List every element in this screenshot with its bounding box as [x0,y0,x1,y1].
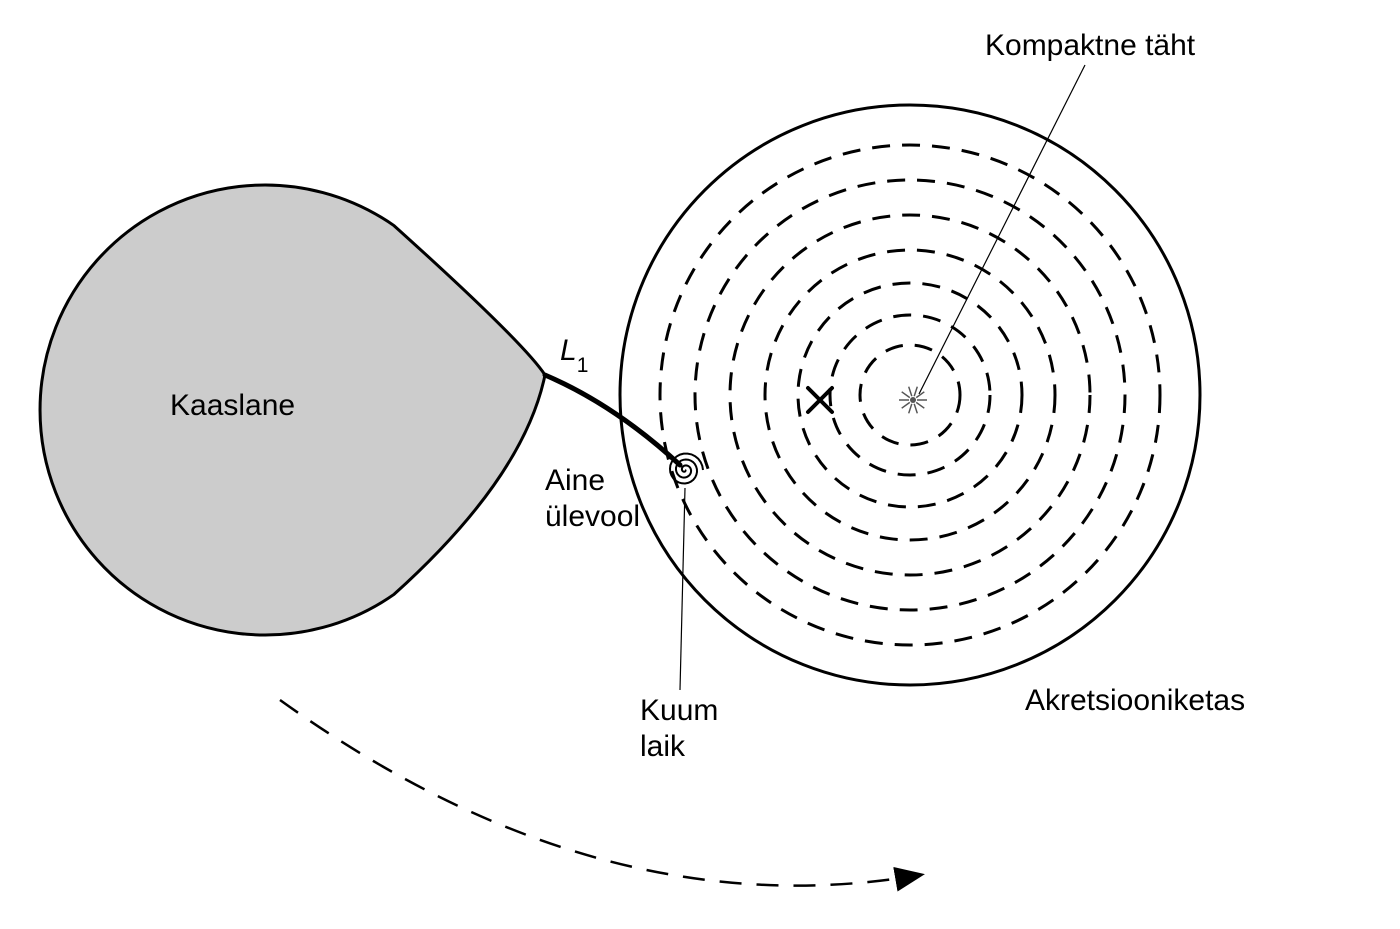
accretion-disk-ring-0 [660,145,1160,645]
companion-label: Kaaslane [170,389,295,422]
orbit-direction-arrow [280,700,920,886]
accretion-disk-ring-1 [695,180,1125,610]
stream-label-1: Aine [545,464,605,497]
stream-label-2: ülevool [545,500,640,533]
accretion-disk-outline [620,105,1200,685]
accretion-disk-ring-5 [830,315,990,475]
compact-star-label: Kompaktne täht [985,29,1196,62]
accretion-disk-ring-2 [730,215,1090,575]
hot-spot-spiral [670,454,703,484]
accretion-disk-ring-6 [860,345,960,445]
center-x-mark [808,388,832,412]
compact-star-leader [919,65,1085,394]
accretion-disk-ring-4 [798,283,1022,507]
hotspot-label-1: Kuum [640,694,718,727]
hotspot-label-2: laik [640,730,686,763]
accretion-disk-ring-3 [765,250,1055,540]
l1-label: L1 [560,334,588,377]
hot-spot-leader [680,488,685,690]
compact-star-core [910,397,916,403]
accretion-disk-label: Akretsiooniketas [1025,684,1245,717]
